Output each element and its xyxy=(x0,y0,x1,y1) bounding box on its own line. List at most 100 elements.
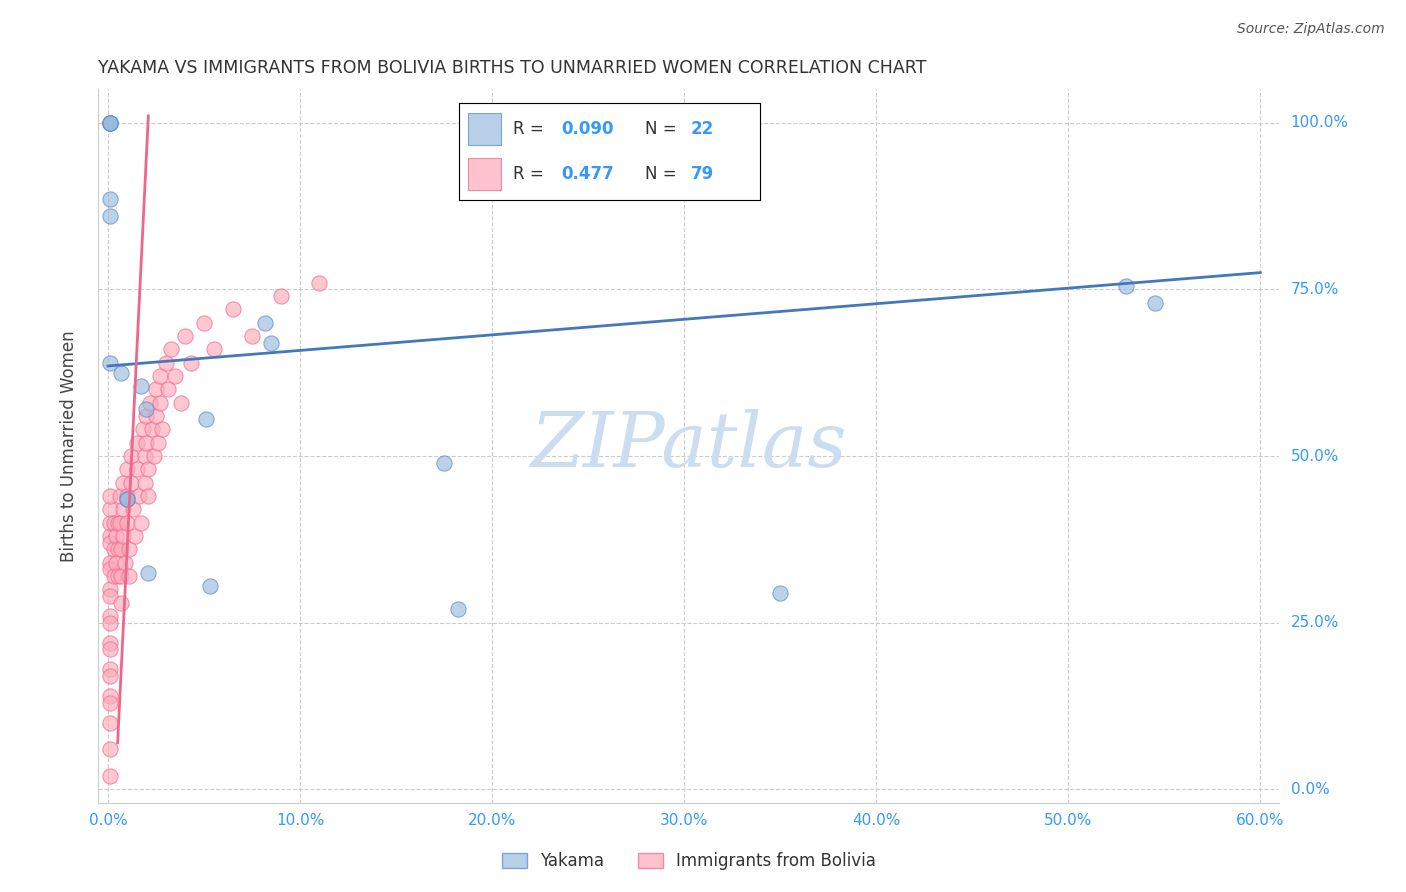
Point xyxy=(222,302,245,317)
Point xyxy=(98,115,121,129)
Point xyxy=(170,395,193,409)
Point xyxy=(98,502,121,516)
Point xyxy=(115,516,138,530)
Point xyxy=(103,542,125,557)
Point xyxy=(98,529,121,543)
Point xyxy=(138,566,160,580)
Point xyxy=(104,529,127,543)
Point xyxy=(114,556,136,570)
Point xyxy=(108,489,131,503)
Point xyxy=(98,516,121,530)
Point xyxy=(98,489,121,503)
Point xyxy=(446,602,468,616)
Point xyxy=(194,412,217,426)
Point xyxy=(260,335,283,350)
Point xyxy=(98,689,121,703)
Point xyxy=(112,502,135,516)
Point xyxy=(134,475,156,490)
Point xyxy=(98,115,121,129)
Point xyxy=(98,662,121,676)
Point xyxy=(98,562,121,576)
Point xyxy=(120,449,142,463)
Point xyxy=(180,356,202,370)
Point xyxy=(156,382,179,396)
Point xyxy=(98,742,121,756)
Point xyxy=(110,569,132,583)
Point xyxy=(143,449,166,463)
Legend: Yakama, Immigrants from Bolivia: Yakama, Immigrants from Bolivia xyxy=(495,846,883,877)
Point xyxy=(769,585,792,599)
Point xyxy=(98,115,121,129)
Point xyxy=(104,556,127,570)
Point xyxy=(118,542,141,557)
Point xyxy=(160,343,183,357)
Point xyxy=(129,379,152,393)
Point xyxy=(110,542,132,557)
Point xyxy=(150,422,173,436)
Point xyxy=(145,382,167,396)
Text: 25.0%: 25.0% xyxy=(1291,615,1339,631)
Point xyxy=(103,569,125,583)
Point xyxy=(1115,279,1137,293)
Point xyxy=(98,589,121,603)
Point xyxy=(98,715,121,730)
Point xyxy=(98,556,121,570)
Point xyxy=(110,366,132,380)
Point xyxy=(124,529,146,543)
Point xyxy=(98,769,121,783)
Text: 50.0%: 50.0% xyxy=(1291,449,1339,464)
Point xyxy=(98,356,121,370)
Point xyxy=(135,435,157,450)
Point xyxy=(198,579,221,593)
Point xyxy=(193,316,215,330)
Point xyxy=(145,409,167,423)
Point xyxy=(135,402,157,417)
Point xyxy=(165,368,187,383)
Point xyxy=(128,489,150,503)
Point xyxy=(125,462,148,476)
Point xyxy=(139,395,162,409)
Point xyxy=(98,209,121,223)
Point xyxy=(138,489,160,503)
Point xyxy=(138,462,160,476)
Point xyxy=(107,516,129,530)
Point xyxy=(98,615,121,630)
Point xyxy=(98,636,121,650)
Text: ZIPatlas: ZIPatlas xyxy=(530,409,848,483)
Point xyxy=(240,329,263,343)
Point xyxy=(98,115,121,129)
Point xyxy=(135,409,157,423)
Point xyxy=(141,422,163,436)
Point xyxy=(107,542,129,557)
Point xyxy=(103,516,125,530)
Point xyxy=(98,535,121,549)
Point xyxy=(149,368,172,383)
Point xyxy=(98,696,121,710)
Text: YAKAMA VS IMMIGRANTS FROM BOLIVIA BIRTHS TO UNMARRIED WOMEN CORRELATION CHART: YAKAMA VS IMMIGRANTS FROM BOLIVIA BIRTHS… xyxy=(98,59,927,77)
Point xyxy=(115,492,138,507)
Point xyxy=(120,475,142,490)
Point xyxy=(125,435,148,450)
Point xyxy=(108,516,131,530)
Point xyxy=(107,569,129,583)
Point xyxy=(254,316,277,330)
Point xyxy=(110,596,132,610)
Point xyxy=(131,422,153,436)
Point xyxy=(112,475,135,490)
Point xyxy=(1143,295,1166,310)
Point xyxy=(112,529,135,543)
Point xyxy=(173,329,195,343)
Point xyxy=(134,449,156,463)
Text: 75.0%: 75.0% xyxy=(1291,282,1339,297)
Point xyxy=(118,569,141,583)
Point xyxy=(308,276,330,290)
Point xyxy=(202,343,225,357)
Y-axis label: Births to Unmarried Women: Births to Unmarried Women xyxy=(59,330,77,562)
Point xyxy=(270,289,292,303)
Point xyxy=(98,192,121,206)
Text: 0.0%: 0.0% xyxy=(1291,782,1329,797)
Point xyxy=(115,492,138,507)
Text: 100.0%: 100.0% xyxy=(1291,115,1348,130)
Point xyxy=(98,609,121,624)
Point xyxy=(115,462,138,476)
